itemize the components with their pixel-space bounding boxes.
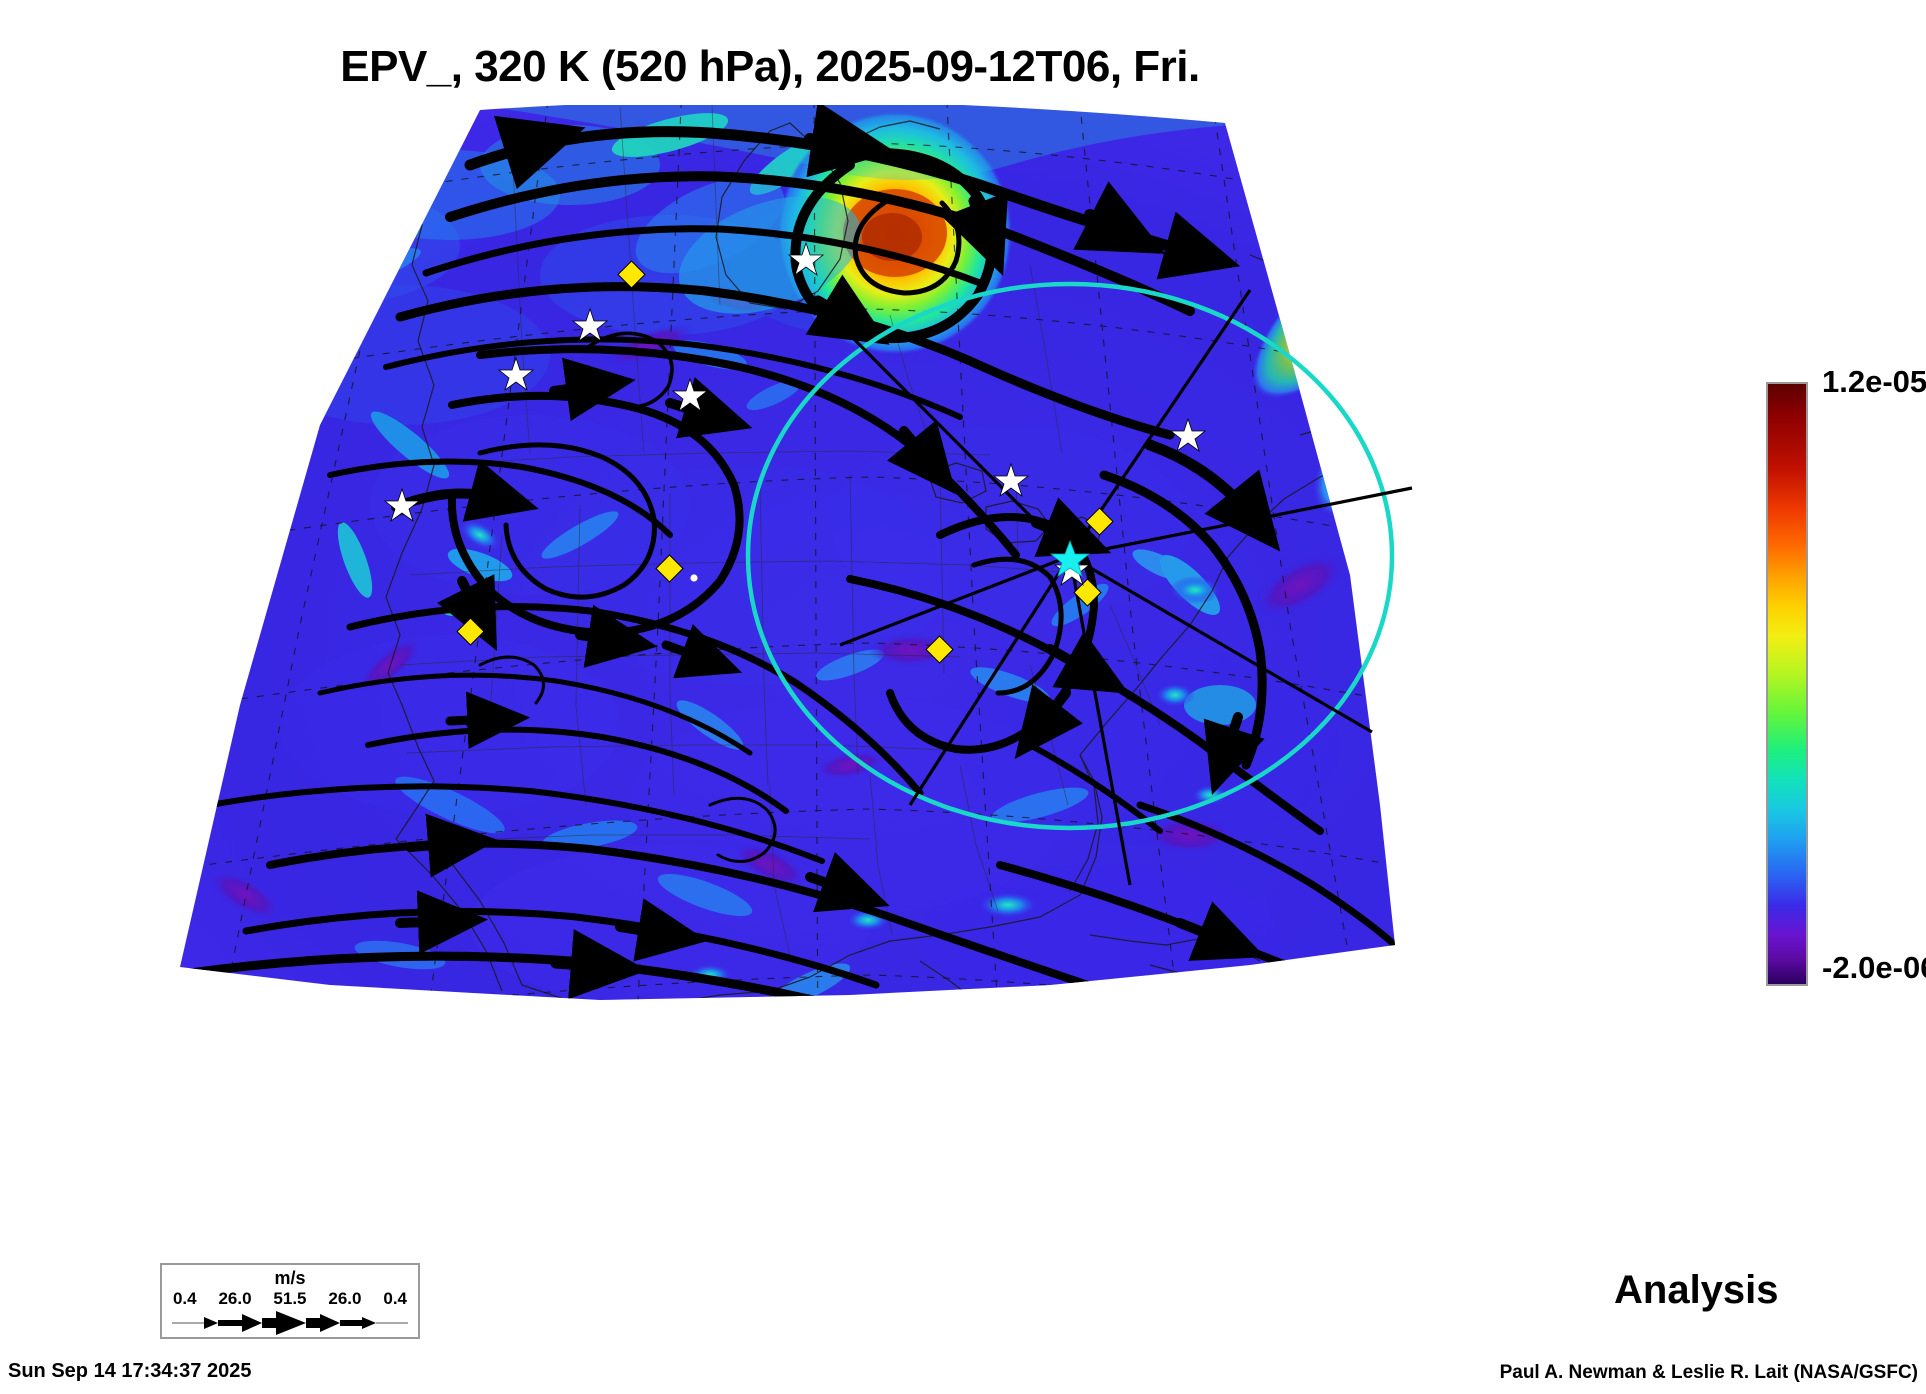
wind-scale-legend: m/s 0.4 26.0 51.5 26.0 0.4	[160, 1263, 420, 1339]
colorbar-min-label: -2.0e-06	[1822, 950, 1926, 985]
author-credit: Paul A. Newman & Leslie R. Lait (NASA/GS…	[1499, 1362, 1918, 1383]
colorbar-max-label: 1.2e-05	[1822, 364, 1926, 399]
map-panel[interactable]	[150, 105, 1570, 1080]
wind-value-0: 0.4	[172, 1289, 197, 1308]
wind-arrow-scale	[172, 1311, 408, 1335]
wind-value-3: 26.0	[328, 1289, 362, 1308]
colorbar-group: 1.2e-05 -2.0e-06	[1760, 364, 1926, 992]
wind-value-2: 51.5	[273, 1289, 307, 1308]
wind-unit-label: m/s	[274, 1268, 306, 1288]
white-dot-marker[interactable]	[690, 574, 698, 582]
colorbar-gradient	[1766, 382, 1808, 986]
range-circle	[745, 281, 1395, 831]
station-markers[interactable]	[383, 241, 1207, 664]
analysis-label: Analysis	[1614, 1268, 1779, 1312]
page-title: EPV_, 320 K (520 hPa), 2025-09-12T06, Fr…	[340, 42, 1200, 91]
epv-map[interactable]	[150, 105, 1570, 1080]
wind-value-1: 26.0	[218, 1289, 252, 1308]
wind-value-labels: 0.4 26.0 51.5 26.0 0.4	[162, 1289, 418, 1309]
wind-value-4: 0.4	[383, 1289, 407, 1308]
cyan-star-marker[interactable]	[1049, 539, 1091, 577]
epv-filled-contours	[180, 105, 1395, 1001]
wind-streamlines	[185, 105, 1395, 1001]
yellow-diamond-marker[interactable]	[456, 260, 1114, 664]
generation-timestamp: Sun Sep 14 17:34:37 2025	[8, 1360, 252, 1382]
